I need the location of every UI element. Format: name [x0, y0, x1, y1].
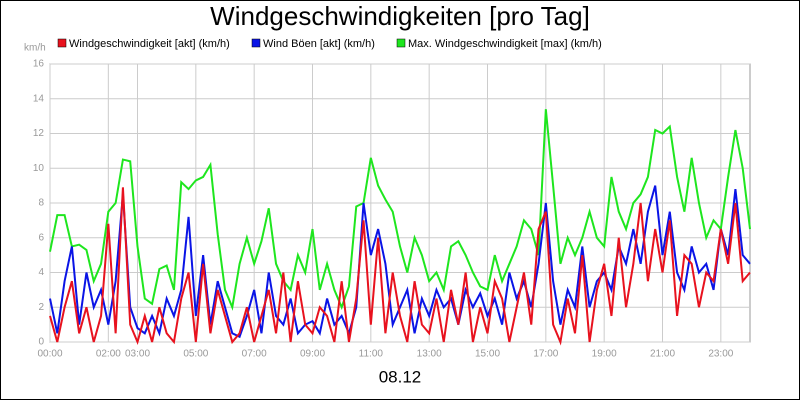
y-tick-label: 4: [38, 267, 44, 278]
x-tick-label: 23:00: [708, 349, 733, 360]
x-tick-label: 17:00: [533, 349, 558, 360]
y-tick-label: 10: [33, 163, 45, 174]
x-tick-label: 19:00: [592, 349, 617, 360]
y-tick-label: 0: [38, 337, 44, 348]
y-tick-label: 6: [38, 232, 44, 243]
y-tick-label: 12: [33, 128, 45, 139]
y-tick-label: 8: [38, 198, 44, 209]
x-tick-label: 03:00: [125, 349, 150, 360]
legend-swatch: [396, 38, 406, 48]
x-tick-label: 07:00: [242, 349, 267, 360]
x-tick-label: 13:00: [417, 349, 442, 360]
x-tick-label: 00:00: [37, 349, 62, 360]
series-line: [49, 187, 751, 346]
y-unit: km/h: [24, 43, 46, 54]
y-tick-label: 2: [38, 302, 44, 313]
x-tick-label: 02:00: [96, 349, 121, 360]
x-tick-label: 11:00: [359, 349, 384, 360]
legend-label: Max. Windgeschwindigkeit [max] (km/h): [408, 38, 602, 50]
legend-swatch: [57, 38, 67, 48]
series-line: [49, 185, 751, 339]
legend-swatch: [251, 38, 261, 48]
x-tick-label: 15:00: [475, 349, 500, 360]
y-tick-label: 16: [33, 59, 45, 70]
series-line: [49, 109, 751, 311]
chart-title: Windgeschwindigkeiten [pro Tag]: [210, 1, 590, 31]
x-tick-label: 09:00: [300, 349, 325, 360]
legend-label: Wind Böen [akt] (km/h): [263, 38, 375, 50]
y-tick-label: 14: [33, 93, 45, 104]
x-tick-label: 05:00: [183, 349, 208, 360]
legend-label: Windgeschwindigkeit [akt] (km/h): [69, 38, 230, 50]
x-label: 08.12: [379, 367, 422, 386]
x-tick-label: 21:00: [650, 349, 675, 360]
